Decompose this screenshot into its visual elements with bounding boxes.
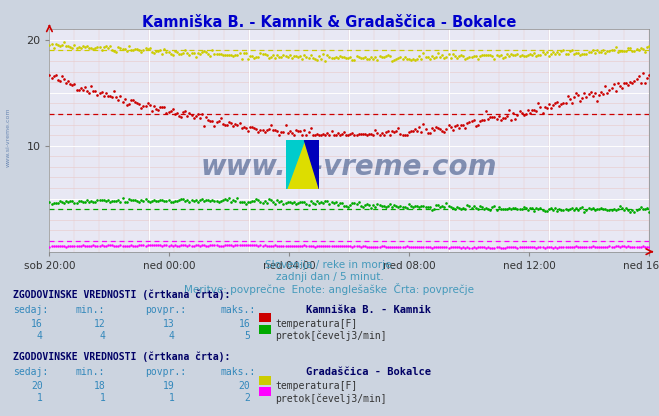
Text: min.:: min.: (76, 367, 105, 377)
Polygon shape (286, 140, 304, 189)
Text: zadnji dan / 5 minut.: zadnji dan / 5 minut. (275, 272, 384, 282)
Polygon shape (286, 140, 320, 189)
Text: pretok[čevelj3/min]: pretok[čevelj3/min] (275, 393, 387, 404)
Text: maks.:: maks.: (221, 367, 256, 377)
Text: ZGODOVINSKE VREDNOSTI (črtkana črta):: ZGODOVINSKE VREDNOSTI (črtkana črta): (13, 289, 231, 300)
Text: 5: 5 (244, 331, 250, 341)
Text: 2: 2 (244, 393, 250, 403)
Polygon shape (304, 140, 320, 189)
Text: Meritve: povprečne  Enote: anglešaške  Črta: povprečje: Meritve: povprečne Enote: anglešaške Črt… (185, 283, 474, 295)
Text: 19: 19 (163, 381, 175, 391)
Text: 16: 16 (239, 319, 250, 329)
Text: maks.:: maks.: (221, 305, 256, 315)
Text: 12: 12 (94, 319, 105, 329)
Text: Kamniška B. - Kamnik & Gradaščica - Bokalce: Kamniška B. - Kamnik & Gradaščica - Boka… (142, 15, 517, 30)
Text: 18: 18 (94, 381, 105, 391)
Text: sedaj:: sedaj: (13, 305, 48, 315)
Text: povpr.:: povpr.: (145, 305, 186, 315)
Text: temperatura[F]: temperatura[F] (275, 319, 358, 329)
Text: pretok[čevelj3/min]: pretok[čevelj3/min] (275, 331, 387, 341)
Text: www.si-vreme.com: www.si-vreme.com (201, 153, 498, 181)
Text: 1: 1 (169, 393, 175, 403)
Text: povpr.:: povpr.: (145, 367, 186, 377)
Text: temperatura[F]: temperatura[F] (275, 381, 358, 391)
Text: 4: 4 (100, 331, 105, 341)
Text: min.:: min.: (76, 305, 105, 315)
Text: 20: 20 (31, 381, 43, 391)
Text: sedaj:: sedaj: (13, 367, 48, 377)
Text: 20: 20 (239, 381, 250, 391)
Text: Gradaščica - Bokalce: Gradaščica - Bokalce (306, 367, 432, 377)
Text: 13: 13 (163, 319, 175, 329)
Text: ZGODOVINSKE VREDNOSTI (črtkana črta):: ZGODOVINSKE VREDNOSTI (črtkana črta): (13, 352, 231, 362)
Text: Kamniška B. - Kamnik: Kamniška B. - Kamnik (306, 305, 432, 315)
Text: 1: 1 (100, 393, 105, 403)
Text: 16: 16 (31, 319, 43, 329)
Text: 4: 4 (37, 331, 43, 341)
Text: Slovenija / reke in morje.: Slovenija / reke in morje. (264, 260, 395, 270)
Text: 4: 4 (169, 331, 175, 341)
Text: 1: 1 (37, 393, 43, 403)
Text: www.si-vreme.com: www.si-vreme.com (5, 107, 11, 167)
